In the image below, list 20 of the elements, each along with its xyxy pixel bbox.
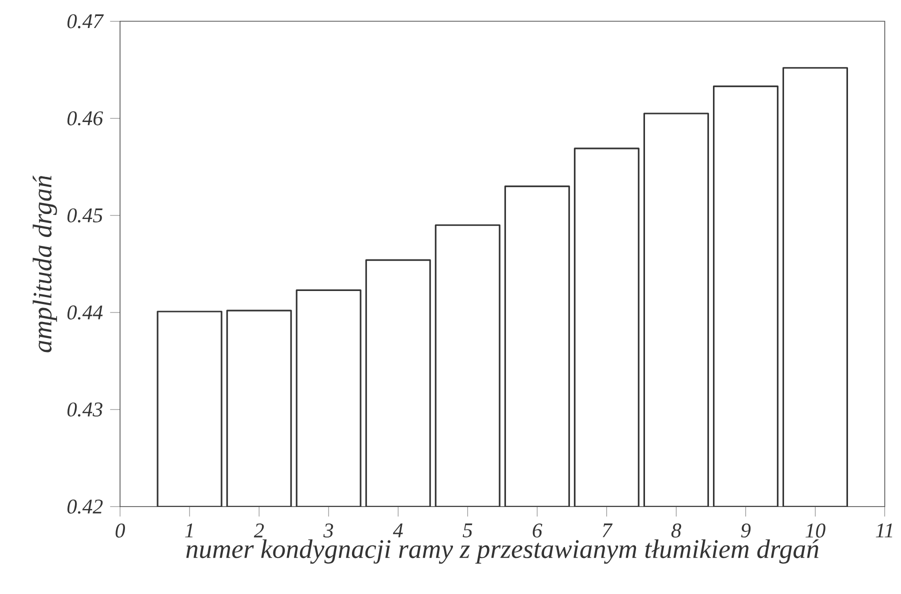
x-tick-label: 3 [323, 523, 334, 538]
x-tick-label: 1 [185, 523, 193, 538]
x-tick-label: 2 [254, 523, 264, 538]
x-tick-label: 10 [806, 523, 826, 538]
x-tick-label: 8 [671, 523, 682, 538]
x-tick-label: 7 [602, 523, 613, 537]
x-tick-label: 4 [392, 523, 403, 538]
y-tick-label: 0.46 [67, 111, 104, 126]
x-tick-label: 0 [116, 523, 125, 538]
x-axis-title: numer kondygnacji ramy z przestawianym tłumikiem drgań [186, 539, 819, 564]
x-tick-label: 6 [532, 523, 542, 538]
y-tick-label: 0.44 [67, 305, 103, 320]
y-tick-label: 0.43 [67, 402, 102, 416]
y-tick-label: 0.42 [67, 499, 103, 514]
y-tick-label: 0.47 [67, 14, 104, 28]
x-tick-label: 9 [741, 523, 751, 538]
x-tick-label: 11 [876, 523, 892, 538]
x-tick-label: 5 [462, 523, 472, 538]
y-axis-title: amplituda drgań [32, 175, 58, 352]
y-tick-label: 0.45 [67, 208, 103, 222]
